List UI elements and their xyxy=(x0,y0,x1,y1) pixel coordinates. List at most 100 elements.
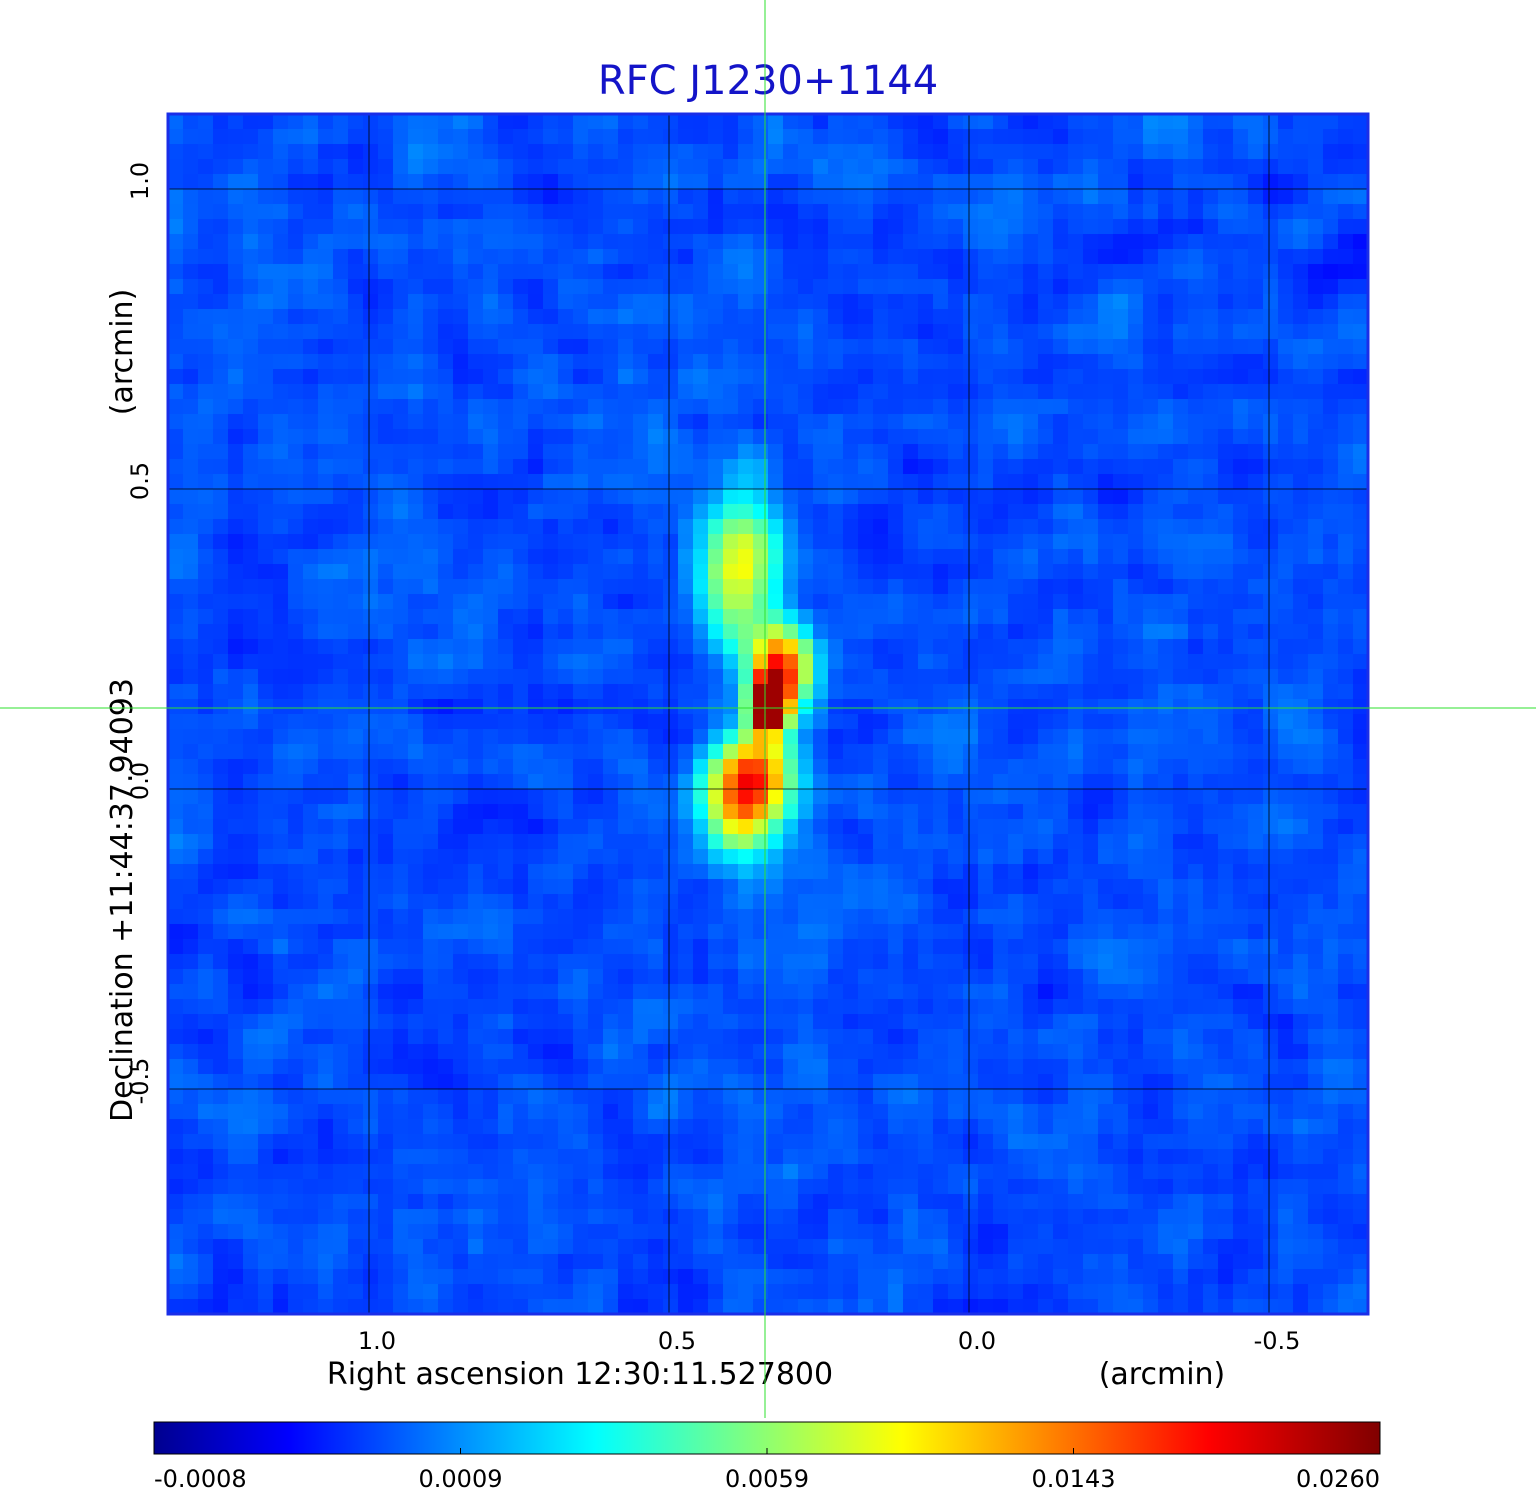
heatmap-cell xyxy=(648,684,664,700)
heatmap-cell xyxy=(303,219,319,235)
heatmap-cell xyxy=(1068,279,1084,295)
heatmap-cell xyxy=(603,129,619,145)
heatmap-cell xyxy=(168,249,184,265)
heatmap-cell xyxy=(1323,969,1339,985)
heatmap-cell xyxy=(228,669,244,685)
heatmap-cell xyxy=(198,294,214,310)
heatmap-cell xyxy=(588,849,604,865)
heatmap-cell xyxy=(1323,714,1339,730)
heatmap-cell xyxy=(828,729,844,745)
heatmap-cell xyxy=(963,114,979,130)
heatmap-cell xyxy=(363,264,379,280)
heatmap-cell xyxy=(498,729,514,745)
heatmap-cell xyxy=(993,729,1009,745)
heatmap-cell xyxy=(948,954,964,970)
heatmap-cell xyxy=(693,204,709,220)
heatmap-cell xyxy=(678,789,694,805)
heatmap-cell xyxy=(1008,444,1024,460)
heatmap-cell xyxy=(633,894,649,910)
heatmap-cell xyxy=(393,534,409,550)
heatmap-cell xyxy=(903,774,919,790)
heatmap-cell xyxy=(258,849,274,865)
heatmap-cell xyxy=(978,834,994,850)
heatmap-cell xyxy=(738,954,754,970)
heatmap-cell xyxy=(1008,834,1024,850)
heatmap-cell xyxy=(1248,429,1264,445)
heatmap-cell xyxy=(1053,909,1069,925)
heatmap-cell xyxy=(333,819,349,835)
heatmap-cell xyxy=(198,789,214,805)
heatmap-cell xyxy=(543,1029,559,1045)
heatmap-cell xyxy=(258,384,274,400)
heatmap-cell xyxy=(1128,234,1144,250)
heatmap-cell xyxy=(603,924,619,940)
heatmap-cell xyxy=(1203,864,1219,880)
heatmap-cell xyxy=(288,1044,304,1060)
heatmap-cell xyxy=(933,894,949,910)
heatmap-cell xyxy=(753,744,769,760)
heatmap-cell xyxy=(213,429,229,445)
heatmap-cell xyxy=(963,249,979,265)
heatmap-cell xyxy=(768,909,784,925)
heatmap-cell xyxy=(918,459,934,475)
heatmap-cell xyxy=(498,804,514,820)
heatmap-cell xyxy=(963,579,979,595)
heatmap-cell xyxy=(1323,309,1339,325)
heatmap-cell xyxy=(663,909,679,925)
heatmap-cell xyxy=(1323,804,1339,820)
heatmap-cell xyxy=(228,654,244,670)
heatmap-cell xyxy=(858,774,874,790)
heatmap-cell xyxy=(813,594,829,610)
heatmap-cell xyxy=(1233,204,1249,220)
heatmap-cell xyxy=(1263,969,1279,985)
heatmap-cell xyxy=(1038,249,1054,265)
heatmap-cell xyxy=(858,834,874,850)
heatmap-cell xyxy=(378,894,394,910)
heatmap-cell xyxy=(693,549,709,565)
heatmap-cell xyxy=(363,669,379,685)
heatmap-cell xyxy=(678,1014,694,1030)
heatmap-cell xyxy=(558,534,574,550)
heatmap-cell xyxy=(1023,459,1039,475)
heatmap-cell xyxy=(213,294,229,310)
heatmap-cell xyxy=(1233,294,1249,310)
heatmap-cell xyxy=(513,819,529,835)
heatmap-cell xyxy=(513,114,529,130)
heatmap-cell xyxy=(1158,834,1174,850)
heatmap-cell xyxy=(678,384,694,400)
heatmap-cell xyxy=(243,264,259,280)
heatmap-cell xyxy=(213,519,229,535)
heatmap-cell xyxy=(1188,204,1204,220)
heatmap-cell xyxy=(183,819,199,835)
heatmap-cell xyxy=(378,549,394,565)
heatmap-cell xyxy=(483,489,499,505)
heatmap-cell xyxy=(903,759,919,775)
heatmap-cell xyxy=(948,384,964,400)
heatmap-cell xyxy=(228,894,244,910)
heatmap-cell xyxy=(858,159,874,175)
heatmap-cell xyxy=(1158,954,1174,970)
heatmap-cell xyxy=(1173,249,1189,265)
heatmap-cell xyxy=(378,684,394,700)
heatmap-cell xyxy=(1173,309,1189,325)
heatmap-cell xyxy=(1203,609,1219,625)
heatmap-cell xyxy=(873,684,889,700)
heatmap-cell xyxy=(1263,759,1279,775)
heatmap-cell xyxy=(933,879,949,895)
heatmap-cell xyxy=(1008,144,1024,160)
heatmap-cell xyxy=(1083,894,1099,910)
heatmap-cell xyxy=(738,639,754,655)
heatmap-cell xyxy=(333,834,349,850)
heatmap-cell xyxy=(618,744,634,760)
heatmap-cell xyxy=(1278,879,1294,895)
heatmap-cell xyxy=(888,144,904,160)
heatmap-cell xyxy=(468,204,484,220)
heatmap-cell xyxy=(1083,639,1099,655)
heatmap-cell xyxy=(993,174,1009,190)
heatmap-cell xyxy=(1233,804,1249,820)
heatmap-cell xyxy=(903,624,919,640)
heatmap-cell xyxy=(483,924,499,940)
heatmap-cell xyxy=(528,729,544,745)
heatmap-cell xyxy=(453,819,469,835)
heatmap-cell xyxy=(1188,234,1204,250)
